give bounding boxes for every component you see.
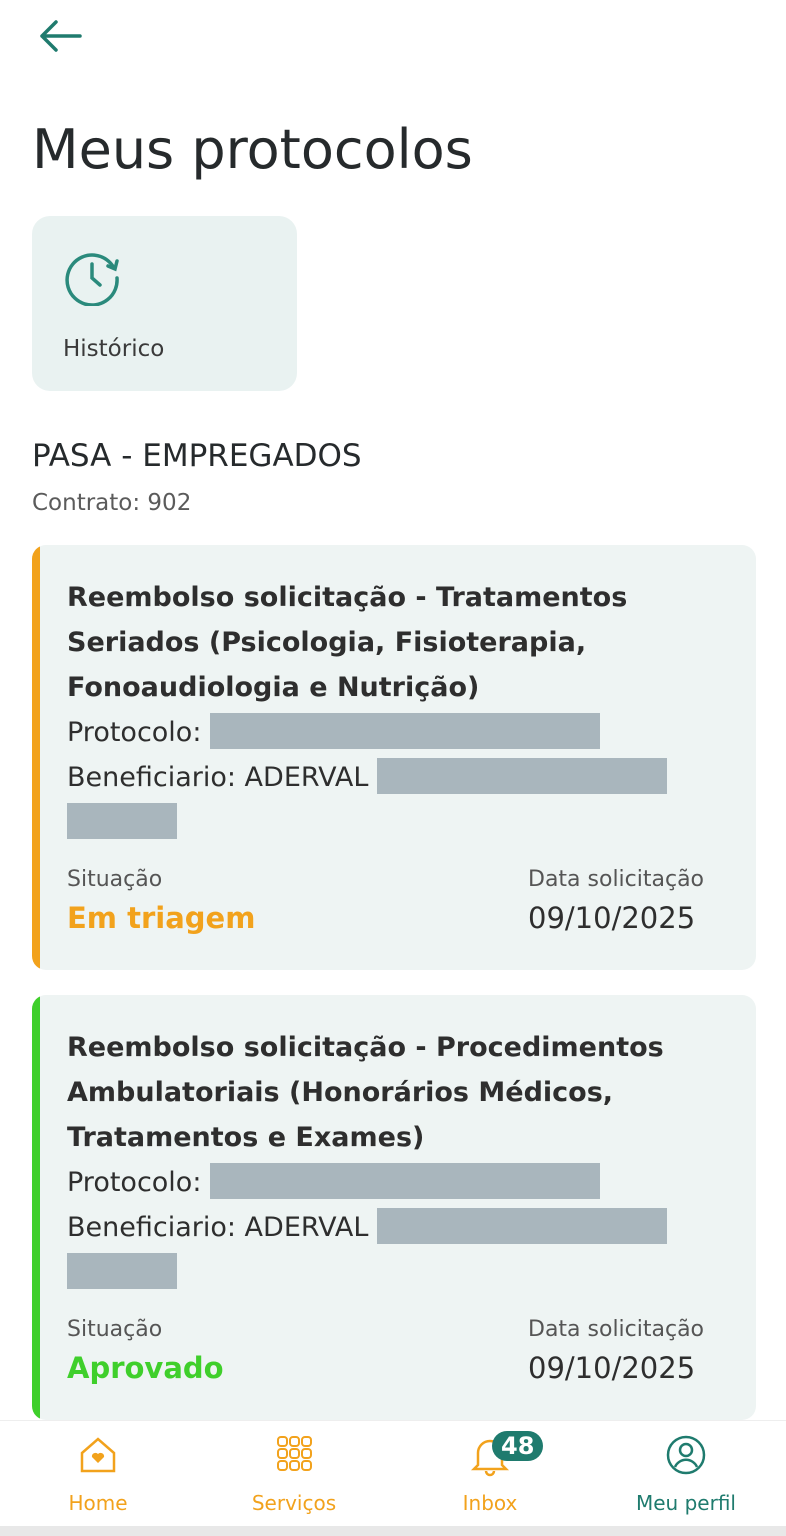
back-button[interactable] — [36, 18, 84, 54]
beneficiary-label: Beneficiario: ADERVAL — [67, 762, 369, 793]
card-body: Reembolso solicitação - Procedimentos Am… — [67, 1025, 717, 1295]
history-icon — [65, 253, 119, 306]
system-bar — [0, 1526, 786, 1536]
redacted — [210, 1163, 601, 1199]
page-title: Meus protocolos — [32, 118, 473, 181]
date: 09/10/2025 — [528, 1351, 696, 1385]
status: Aprovado — [67, 1351, 224, 1385]
card-body: Reembolso solicitação - Tratamentos Seri… — [67, 575, 717, 845]
date: 09/10/2025 — [528, 901, 696, 935]
nav-icon — [666, 1435, 706, 1475]
nav-label: Serviços — [251, 1491, 337, 1515]
beneficiary-line: Beneficiario: ADERVAL — [67, 1205, 717, 1250]
nav-item[interactable]: Serviços — [196, 1421, 392, 1527]
date-label: Data solicitação — [528, 1317, 705, 1342]
beneficiary-label: Beneficiario: ADERVAL — [67, 1212, 369, 1243]
history-button[interactable]: Histórico — [32, 216, 297, 391]
section-title: PASA - EMPREGADOS — [32, 438, 362, 474]
redacted — [67, 1253, 177, 1289]
nav-label: Meu perfil — [636, 1491, 736, 1515]
protocol-card[interactable]: Reembolso solicitação - Procedimentos Am… — [32, 995, 756, 1420]
nav-label: Inbox — [462, 1491, 518, 1515]
card-title: Reembolso solicitação - Procedimentos Am… — [67, 1032, 664, 1153]
protocol-label: Protocolo: — [67, 717, 202, 748]
redacted — [377, 1208, 668, 1244]
inbox-badge: 48 — [492, 1431, 544, 1461]
history-label: Histórico — [63, 336, 165, 362]
nav-icon — [277, 1436, 312, 1471]
nav-item[interactable]: Meu perfil — [588, 1421, 784, 1527]
protocol-label: Protocolo: — [67, 1167, 202, 1198]
beneficiary-line: Beneficiario: ADERVAL — [67, 755, 717, 800]
redacted — [377, 758, 668, 794]
card-title: Reembolso solicitação - Tratamentos Seri… — [67, 582, 628, 703]
redacted — [67, 803, 177, 839]
protocol-line: Protocolo: — [67, 1160, 717, 1205]
redacted — [210, 713, 601, 749]
status: Em triagem — [67, 901, 256, 935]
nav-label: Home — [68, 1491, 128, 1515]
nav-item[interactable]: Home — [0, 1421, 196, 1527]
status-bar — [32, 545, 40, 970]
status-label: Situação — [67, 867, 163, 892]
nav-icon — [80, 1437, 116, 1473]
protocol-card[interactable]: Reembolso solicitação - Tratamentos Seri… — [32, 545, 756, 970]
status-bar — [32, 995, 40, 1420]
bottom-nav: Home Serviços Inbox 48 Meu perfil — [0, 1420, 786, 1527]
status-label: Situação — [67, 1317, 163, 1342]
date-label: Data solicitação — [528, 867, 705, 892]
contract: Contrato: 902 — [32, 490, 192, 516]
protocol-line: Protocolo: — [67, 710, 717, 755]
nav-item[interactable]: Inbox 48 — [392, 1421, 588, 1527]
